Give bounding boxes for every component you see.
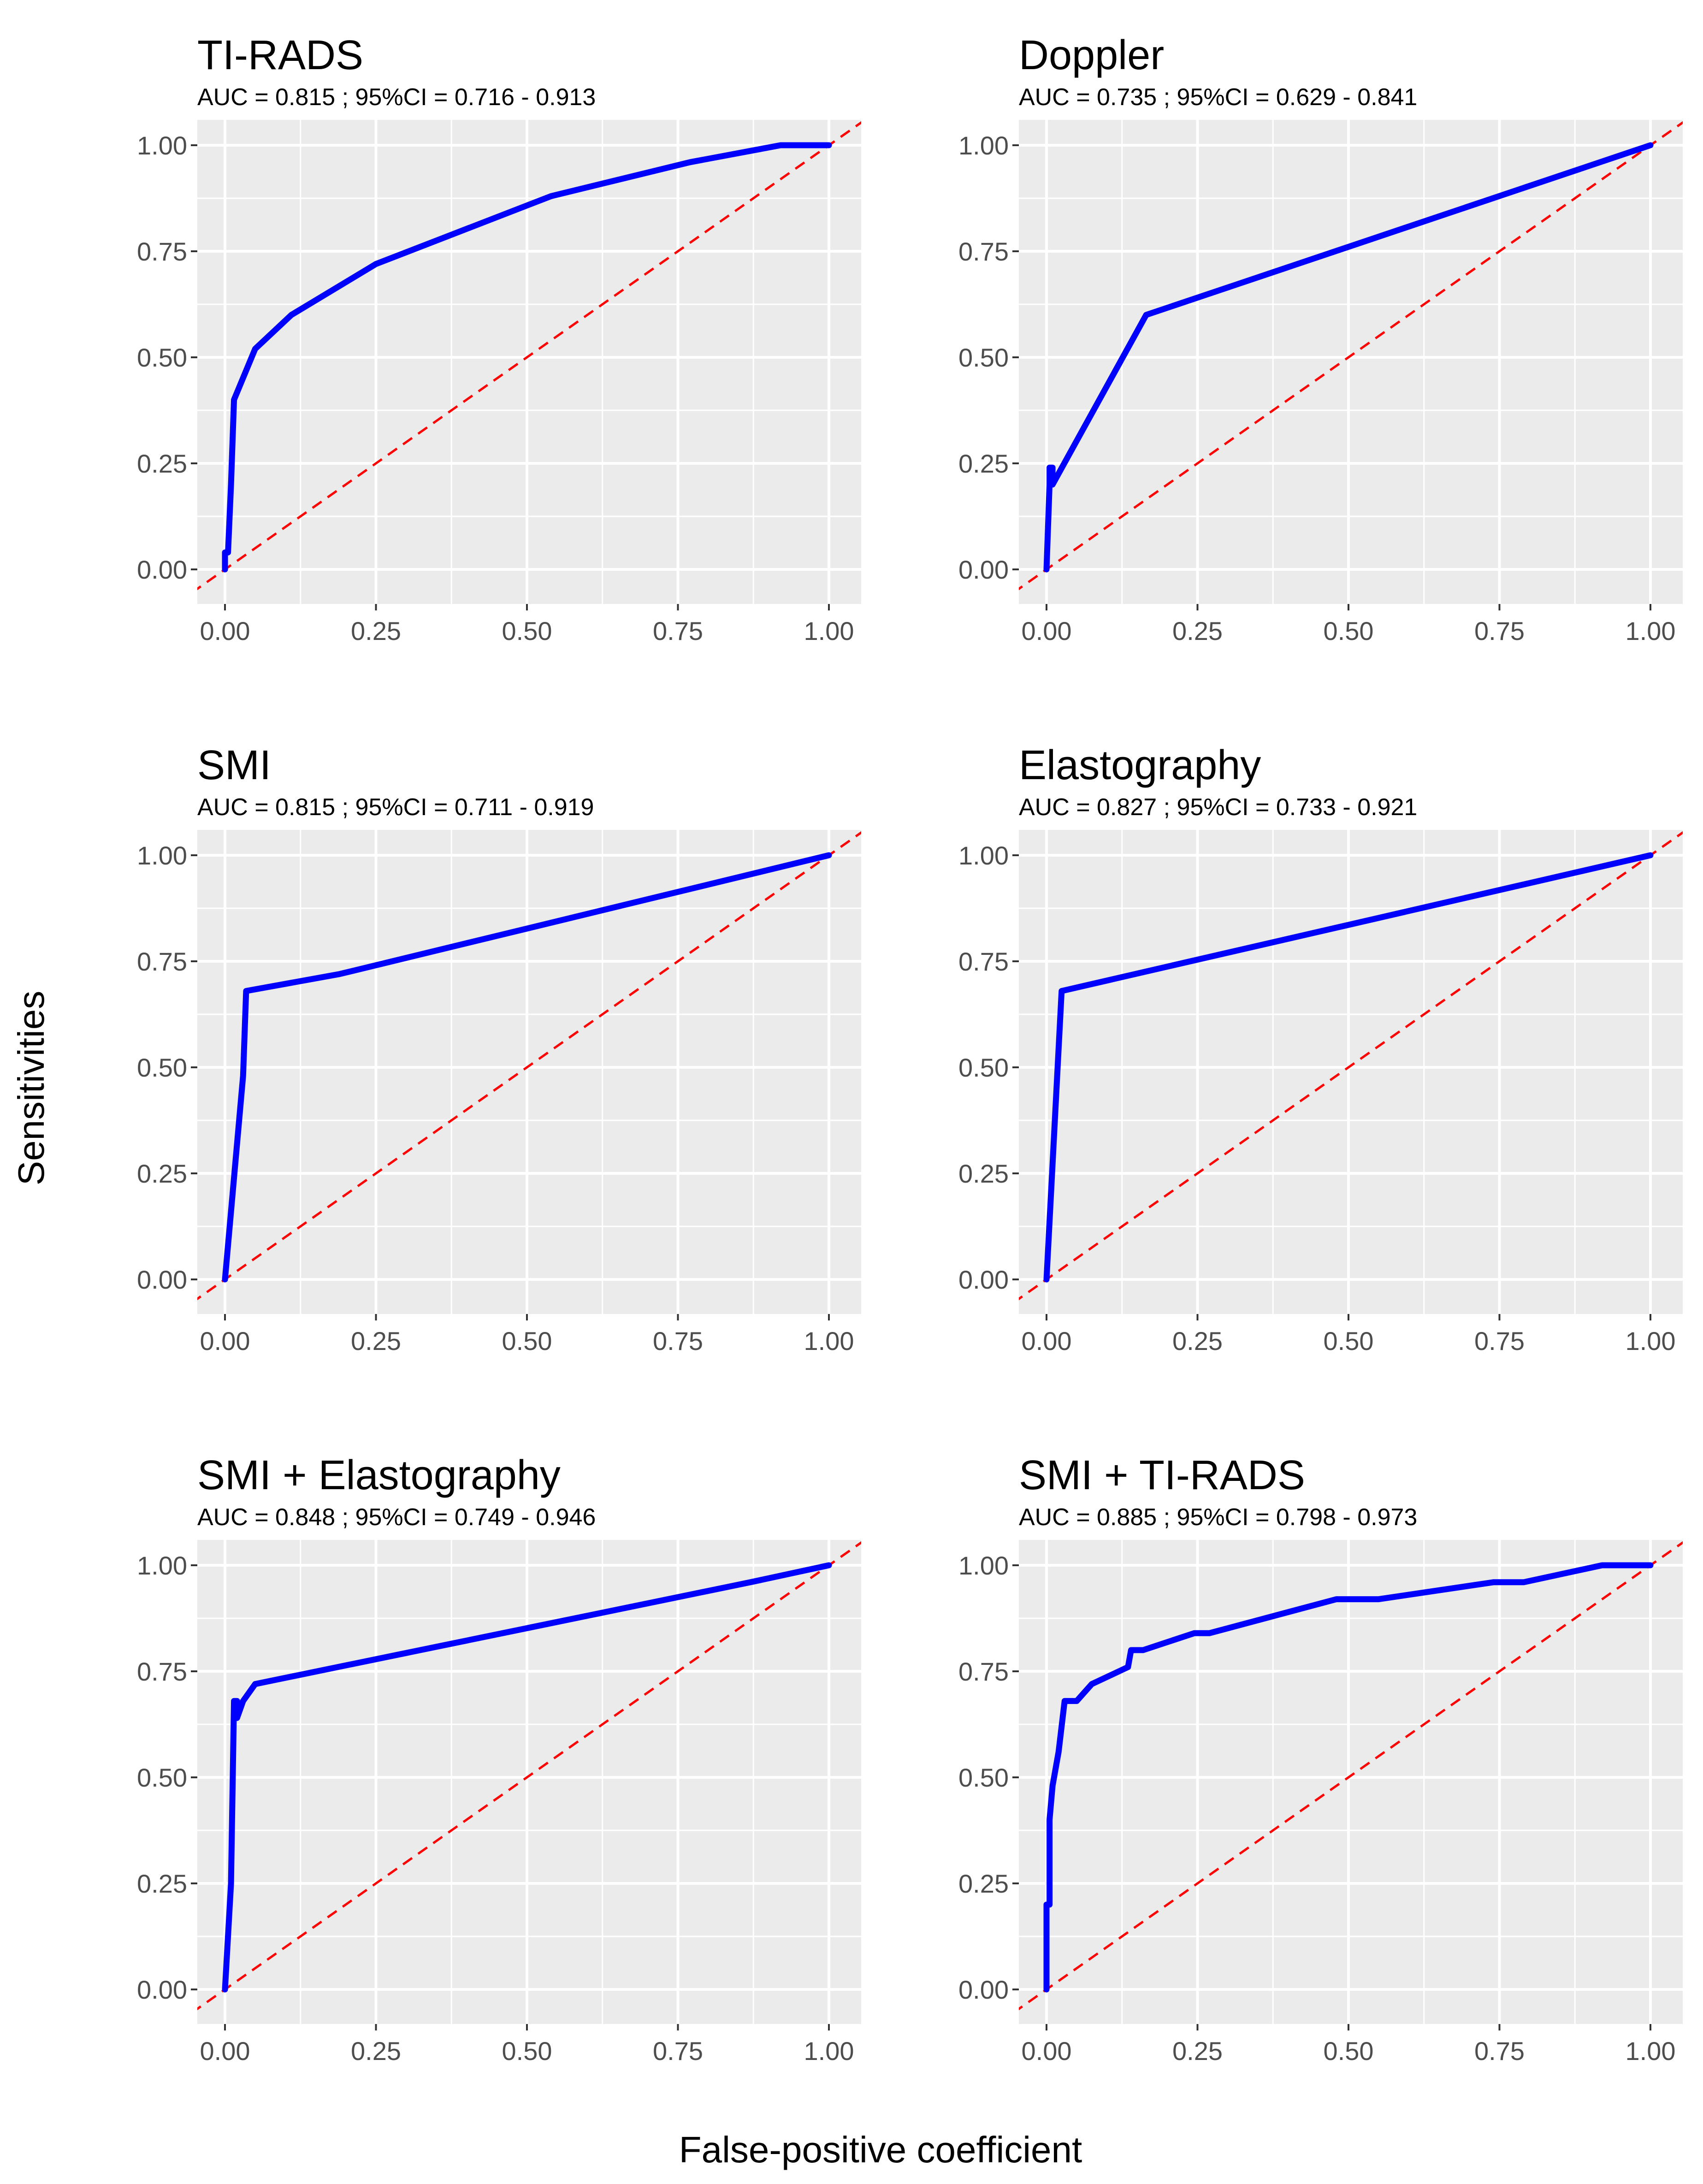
- x-tick-label: 0.75: [1474, 2036, 1525, 2066]
- y-tick-label: 1.00: [137, 131, 187, 160]
- y-tick-label: 0.00: [958, 1975, 1009, 2004]
- x-tick-label: 0.00: [1022, 1326, 1072, 1355]
- x-tick-label: 0.00: [200, 2036, 250, 2066]
- x-tick-label: 0.00: [1022, 616, 1072, 645]
- y-tick-label: 0.00: [958, 1265, 1009, 1294]
- x-tick-label: 0.25: [1172, 1326, 1223, 1355]
- y-tick-label: 0.00: [958, 555, 1009, 584]
- y-tick-label: 0.75: [137, 1657, 187, 1686]
- x-tick-label: 0.00: [200, 616, 250, 645]
- x-tick-label: 1.00: [804, 1326, 854, 1355]
- x-tick-label: 0.75: [653, 2036, 703, 2066]
- panels: TI-RADS AUC = 0.815 ; 95%CI = 0.716 - 0.9…: [137, 32, 1683, 2066]
- reference-diagonal-line: [197, 1541, 861, 2011]
- panel-subtitle: AUC = 0.885 ; 95%CI = 0.798 - 0.973: [1019, 1504, 1417, 1531]
- x-tick-label: 0.75: [653, 1326, 703, 1355]
- panel-subtitle: AUC = 0.815 ; 95%CI = 0.716 - 0.913: [197, 84, 596, 111]
- roc-panel: SMI + Elastography AUC = 0.848 ; 95%CI = …: [137, 1452, 861, 2066]
- x-tick-label: 0.25: [1172, 2036, 1223, 2066]
- x-tick-label: 0.75: [1474, 616, 1525, 645]
- y-tick-label: 0.75: [958, 237, 1009, 266]
- roc-curve-line: [1043, 852, 1654, 1283]
- y-tick-label: 0.50: [958, 1053, 1009, 1082]
- panel-background: [1019, 830, 1683, 1314]
- y-tick-label: 0.75: [958, 1657, 1009, 1686]
- y-tick-label: 1.00: [137, 841, 187, 870]
- x-tick-label: 0.00: [1022, 2036, 1072, 2066]
- reference-diagonal-line: [1019, 121, 1683, 591]
- y-tick-label: 1.00: [958, 1551, 1009, 1580]
- x-tick-label: 0.00: [200, 1326, 250, 1355]
- y-tick-label: 0.75: [137, 947, 187, 976]
- panel-title: TI-RADS: [197, 32, 363, 78]
- y-tick-label: 0.75: [137, 237, 187, 266]
- x-tick-label: 0.25: [351, 1326, 401, 1355]
- panel-subtitle: AUC = 0.848 ; 95%CI = 0.749 - 0.946: [197, 1504, 596, 1531]
- roc-curve-line: [222, 1562, 832, 1993]
- panel-background: [197, 120, 861, 604]
- x-tick-label: 0.50: [1324, 2036, 1374, 2066]
- roc-panel: SMI + TI-RADS AUC = 0.885 ; 95%CI = 0.798…: [958, 1452, 1683, 2066]
- reference-diagonal-line: [1019, 831, 1683, 1301]
- y-tick-label: 0.25: [958, 449, 1009, 478]
- panel-background: [1019, 1540, 1683, 2024]
- y-tick-label: 0.00: [137, 555, 187, 584]
- y-tick-label: 0.75: [958, 947, 1009, 976]
- y-tick-label: 0.25: [137, 1159, 187, 1188]
- x-tick-label: 0.75: [1474, 1326, 1525, 1355]
- x-tick-label: 0.50: [502, 2036, 552, 2066]
- panel-title: SMI + Elastography: [197, 1452, 561, 1498]
- panel-subtitle: AUC = 0.735 ; 95%CI = 0.629 - 0.841: [1019, 84, 1417, 111]
- x-tick-label: 0.25: [1172, 616, 1223, 645]
- x-axis-title: False-positive coefficient: [679, 2129, 1082, 2170]
- y-axis-title: Sensitivities: [11, 991, 52, 1185]
- panel-title: Elastography: [1019, 742, 1261, 788]
- roc-panel: SMI AUC = 0.815 ; 95%CI = 0.711 - 0.919 0.…: [137, 742, 861, 1355]
- roc-panel: Doppler AUC = 0.735 ; 95%CI = 0.629 - 0.8…: [958, 32, 1683, 645]
- y-tick-label: 0.00: [137, 1975, 187, 2004]
- x-tick-label: 1.00: [804, 616, 854, 645]
- panel-subtitle: AUC = 0.827 ; 95%CI = 0.733 - 0.921: [1019, 794, 1417, 821]
- y-tick-label: 0.50: [137, 1053, 187, 1082]
- reference-diagonal-line: [197, 121, 861, 591]
- roc-curve-line: [1043, 1562, 1654, 1993]
- y-tick-label: 0.25: [958, 1869, 1009, 1898]
- roc-curve-line: [222, 142, 832, 573]
- panel-title: Doppler: [1019, 32, 1164, 78]
- roc-panel: Elastography AUC = 0.827 ; 95%CI = 0.733 …: [958, 742, 1683, 1355]
- panel-background: [197, 830, 861, 1314]
- y-tick-label: 0.00: [137, 1265, 187, 1294]
- x-tick-label: 0.25: [351, 2036, 401, 2066]
- panel-background: [197, 1540, 861, 2024]
- y-tick-label: 0.25: [137, 449, 187, 478]
- x-tick-label: 0.25: [351, 616, 401, 645]
- y-tick-label: 1.00: [958, 131, 1009, 160]
- roc-panel: TI-RADS AUC = 0.815 ; 95%CI = 0.716 - 0.9…: [137, 32, 861, 645]
- y-tick-label: 1.00: [958, 841, 1009, 870]
- y-tick-label: 0.50: [958, 1763, 1009, 1792]
- roc-curve-line: [222, 852, 832, 1283]
- panel-title: SMI + TI-RADS: [1019, 1452, 1305, 1498]
- x-tick-label: 0.75: [653, 616, 703, 645]
- reference-diagonal-line: [197, 831, 861, 1301]
- y-tick-label: 0.25: [137, 1869, 187, 1898]
- y-tick-label: 0.50: [958, 343, 1009, 372]
- y-tick-label: 1.00: [137, 1551, 187, 1580]
- x-tick-label: 1.00: [1626, 616, 1676, 645]
- x-tick-label: 1.00: [804, 2036, 854, 2066]
- y-tick-label: 0.50: [137, 1763, 187, 1792]
- y-tick-label: 0.25: [958, 1159, 1009, 1188]
- y-tick-label: 0.50: [137, 343, 187, 372]
- x-tick-label: 1.00: [1626, 2036, 1676, 2066]
- reference-diagonal-line: [1019, 1541, 1683, 2011]
- roc-curve-line: [1043, 142, 1654, 573]
- panel-subtitle: AUC = 0.815 ; 95%CI = 0.711 - 0.919: [197, 794, 594, 821]
- x-tick-label: 0.50: [502, 1326, 552, 1355]
- x-tick-label: 1.00: [1626, 1326, 1676, 1355]
- panel-title: SMI: [197, 742, 271, 788]
- x-tick-label: 0.50: [502, 616, 552, 645]
- x-tick-label: 0.50: [1324, 1326, 1374, 1355]
- x-tick-label: 0.50: [1324, 616, 1374, 645]
